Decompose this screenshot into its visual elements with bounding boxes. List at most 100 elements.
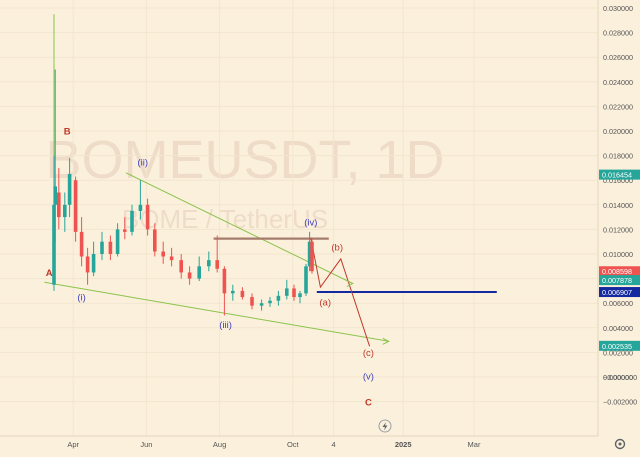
price-badge-label: 0.008598 — [602, 267, 632, 276]
candle-body — [187, 272, 192, 279]
price-badge-label: 0.016454 — [602, 171, 632, 180]
candle-body — [79, 231, 84, 257]
wave-label: (i) — [77, 293, 85, 304]
watermark-symbol: BOMEUSDT, 1D — [45, 130, 444, 190]
wave-label: (v) — [363, 371, 374, 382]
candle-body — [153, 229, 157, 252]
price-badge-label: 0.007878 — [602, 276, 632, 285]
grid — [0, 0, 598, 436]
wave-label: A — [46, 268, 53, 279]
candle-body — [100, 241, 104, 254]
candle-body — [169, 256, 174, 261]
candle-body — [115, 229, 120, 254]
x-tick-label: 4 — [332, 440, 336, 449]
candle-body — [123, 229, 127, 232]
candle-body — [307, 241, 312, 267]
price-badge — [599, 266, 640, 277]
candle-body — [304, 266, 308, 294]
candle-body — [231, 290, 235, 294]
y-tick-label: 0.030000 — [603, 4, 633, 13]
candle-body — [310, 241, 314, 272]
y-tick-label: 0.028000 — [603, 29, 633, 38]
wave-label: (b) — [331, 242, 343, 253]
candle-body — [222, 268, 227, 294]
goto-realtime-button[interactable] — [378, 419, 392, 433]
candle-body — [292, 288, 296, 298]
settings-button[interactable] — [614, 438, 626, 450]
wave-label: (a) — [319, 298, 331, 309]
x-axis-ticks: Apr Jun Aug Oct 4 2025 Mar — [67, 440, 481, 449]
y-tick-label: 0.020000 — [603, 127, 633, 136]
candle-body — [91, 254, 96, 273]
upper-trendline — [125, 172, 354, 284]
gear-icon[interactable] — [614, 438, 626, 450]
candle-body — [73, 180, 78, 232]
y-tick-label: −0.000000 — [603, 373, 637, 382]
candle-body — [161, 251, 165, 257]
candle-body — [138, 204, 143, 211]
lower-trendline — [44, 281, 389, 342]
candle-body — [179, 260, 183, 273]
x-tick-label: Oct — [287, 440, 300, 449]
price-badge-label: 0.006907 — [602, 288, 632, 297]
price-badge — [599, 287, 640, 298]
y-axis-ticks: 0.030000 0.028000 0.026000 0.024000 0.022000… — [603, 4, 637, 407]
time-axis[interactable] — [0, 436, 598, 452]
x-tick-label: Mar — [468, 440, 481, 449]
candle-body — [215, 260, 219, 269]
wave-label: (c) — [363, 348, 374, 359]
y-tick-label: 0.018000 — [603, 152, 633, 161]
x-tick-label: Aug — [213, 440, 226, 449]
y-tick-label: 0.004000 — [603, 324, 633, 333]
price-axis[interactable] — [598, 0, 640, 452]
candle-body — [53, 186, 57, 205]
candle-body — [268, 300, 272, 304]
candle-body — [250, 297, 254, 306]
wave-labels: A B (i) (ii) (iii) (iv) (a) (b) (c) (v) C — [46, 127, 374, 409]
wave-label: C — [365, 397, 372, 408]
candle-body — [285, 288, 289, 296]
candle-body — [85, 256, 90, 273]
wave-label: (ii) — [138, 157, 149, 168]
price-badge-label: 0.002535 — [602, 342, 632, 351]
candle-body — [207, 260, 211, 267]
y-tick-label: 0.006000 — [603, 299, 633, 308]
trendline-arrowhead — [346, 280, 354, 287]
y-tick-label: 0.012000 — [603, 225, 633, 234]
x-tick-label: Apr — [67, 440, 79, 449]
candle-body — [240, 290, 245, 298]
candle-body — [67, 174, 72, 205]
trendline-arrowhead — [382, 337, 390, 345]
price-badge — [599, 340, 640, 351]
price-badge — [599, 169, 640, 180]
x-tick-label: Jun — [140, 440, 152, 449]
candles — [52, 69, 314, 316]
candle-body — [276, 295, 281, 301]
y-tick-label: 0.016000 — [603, 176, 633, 185]
candle-body — [108, 241, 113, 254]
y-tick-label: 0.000000 — [603, 373, 633, 382]
price-badge — [599, 275, 640, 286]
y-tick-label: 0.026000 — [603, 53, 633, 62]
candle-body — [145, 204, 150, 230]
candle-body — [52, 204, 56, 285]
projection-path — [310, 237, 371, 347]
plot-area[interactable] — [0, 0, 598, 436]
candle-body — [63, 204, 67, 218]
candle-body — [259, 303, 264, 306]
y-tick-label: 0.010000 — [603, 250, 633, 259]
candle-body — [57, 192, 61, 218]
y-tick-label: 0.014000 — [603, 201, 633, 210]
y-tick-label: −0.002000 — [603, 398, 637, 407]
lightning-glyph — [382, 422, 388, 431]
wave-label: (iv) — [304, 218, 317, 229]
candle-body — [197, 266, 201, 279]
y-tick-label: 0.024000 — [603, 78, 633, 87]
wave-label: (iii) — [219, 320, 232, 331]
wave-label: B — [64, 127, 71, 138]
x-tick-label: 2025 — [395, 440, 412, 449]
candle-body — [298, 293, 302, 298]
